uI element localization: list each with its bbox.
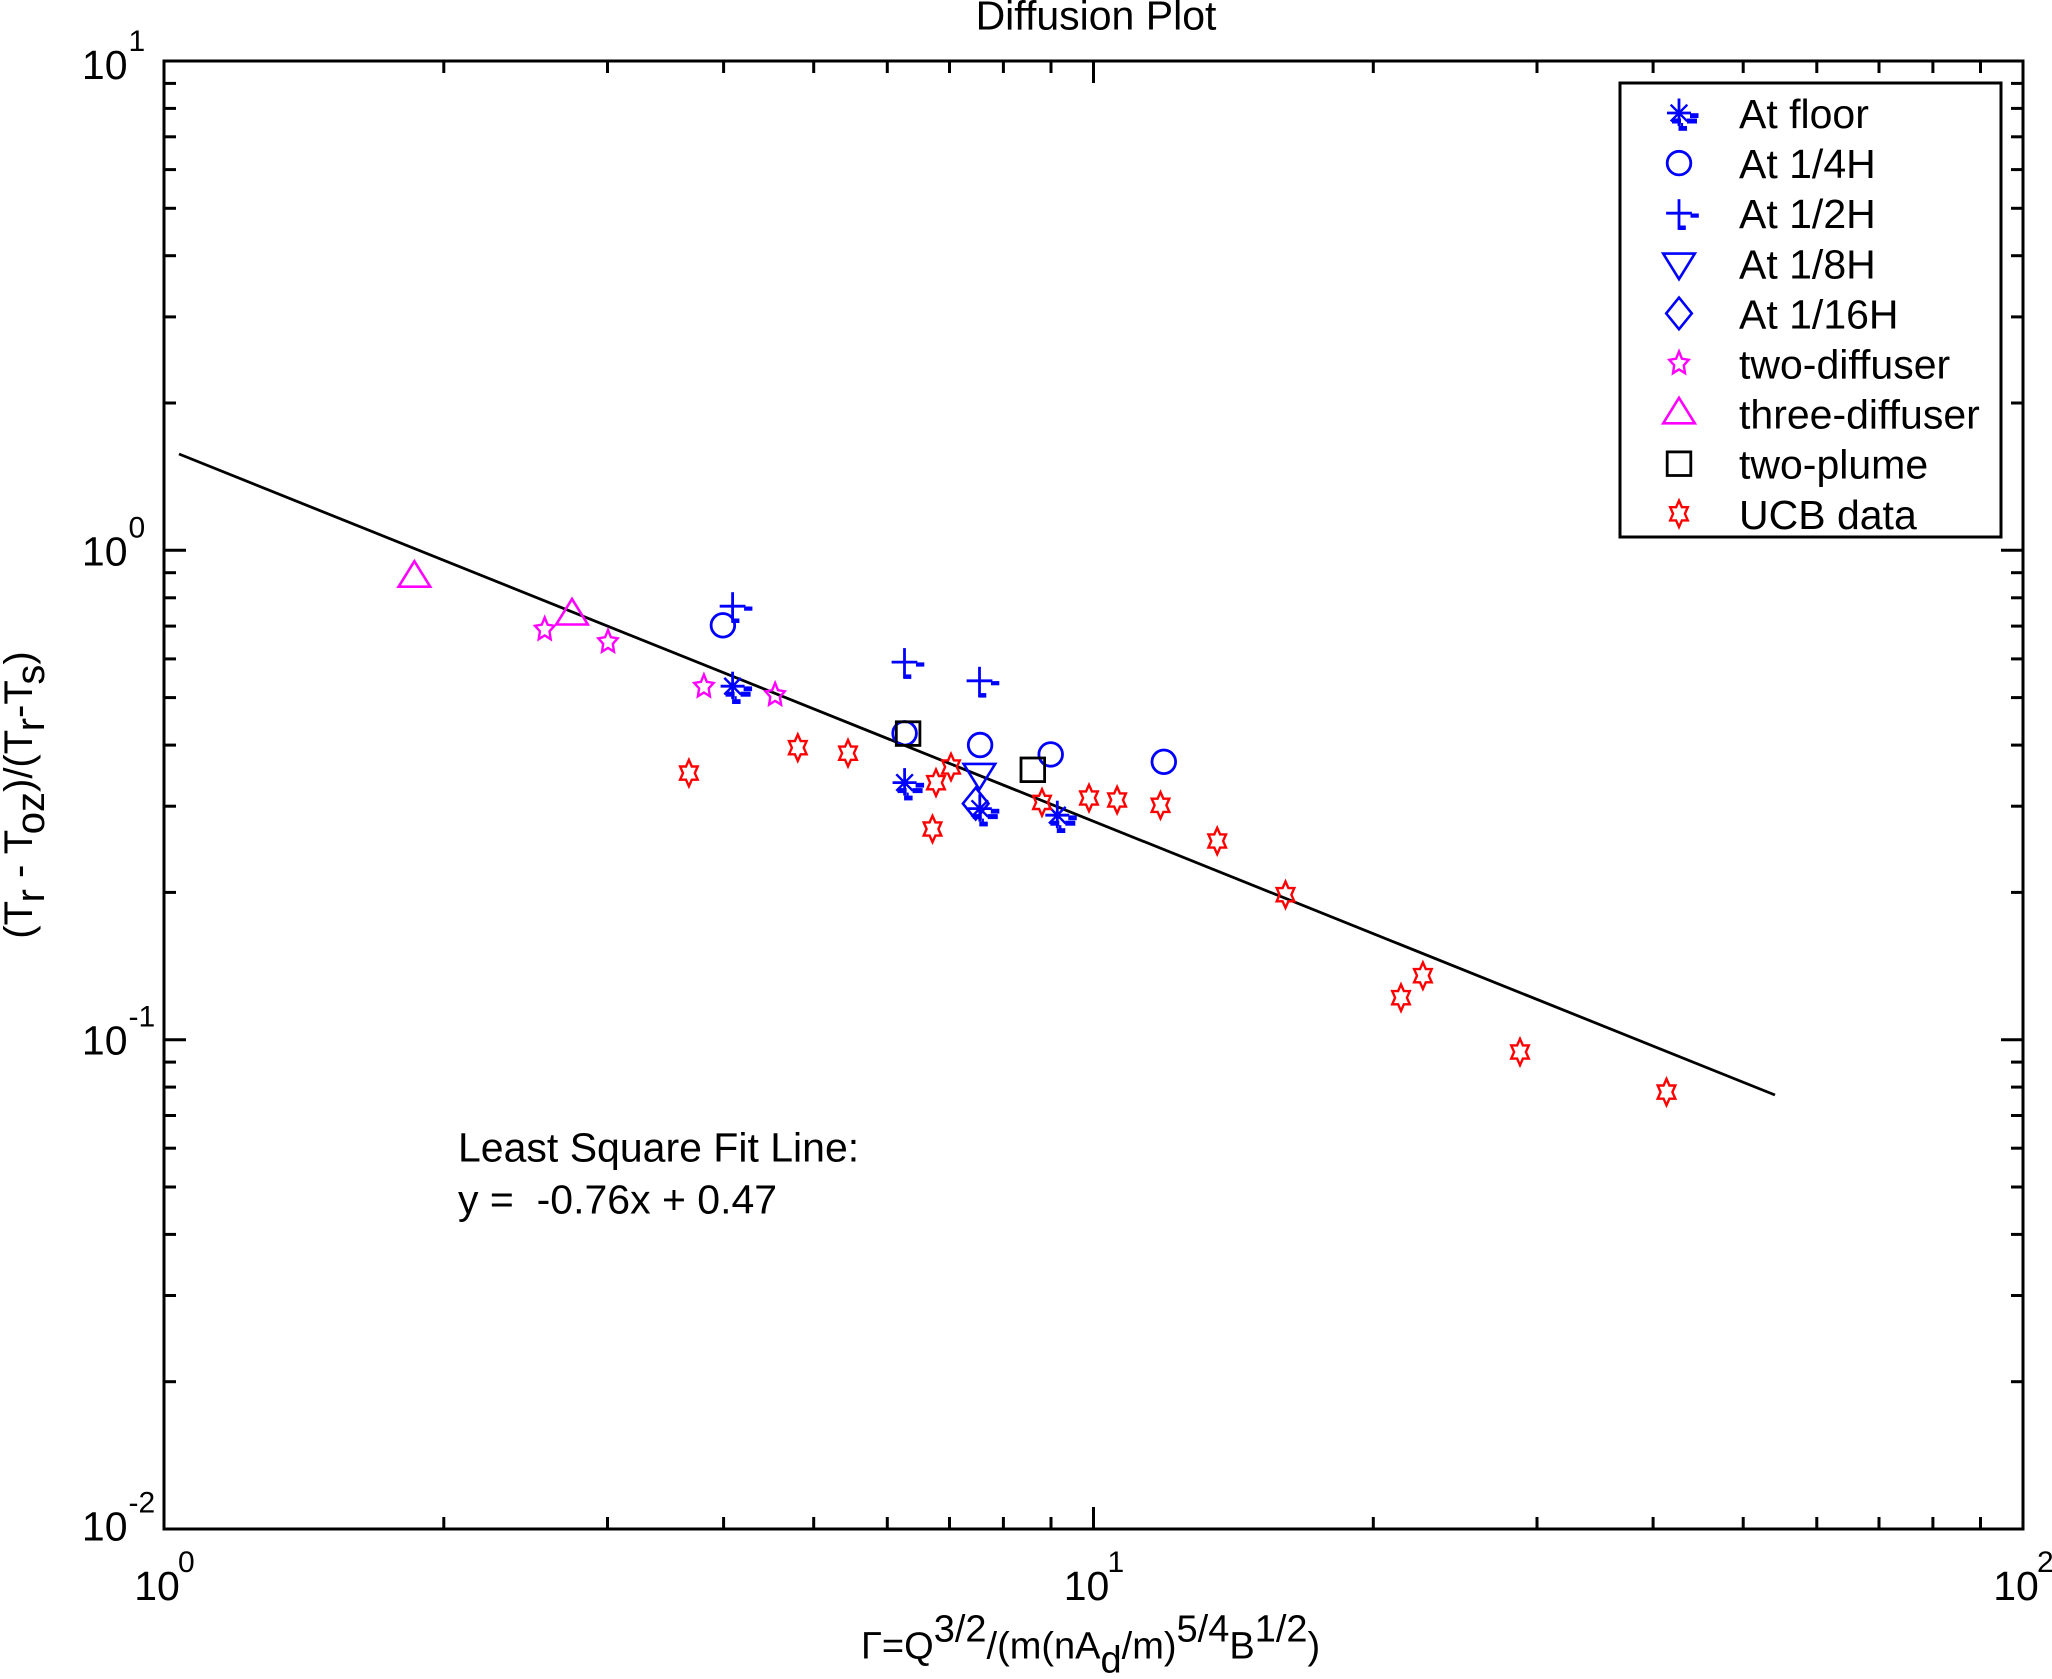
svg-text:At 1/16H: At 1/16H xyxy=(1739,291,1899,337)
svg-text:Least Square Fit Line:: Least Square Fit Line: xyxy=(458,1125,859,1171)
svg-text:10: 10 xyxy=(82,1503,128,1549)
svg-text:10: 10 xyxy=(134,1563,180,1609)
svg-text:2: 2 xyxy=(2037,1546,2052,1579)
svg-text:(Tr - Toz)/(Tr-Ts): (Tr - Toz)/(Tr-Ts) xyxy=(0,651,53,938)
svg-text:At floor: At floor xyxy=(1739,91,1869,137)
svg-text:three-diffuser: three-diffuser xyxy=(1739,392,1980,438)
svg-text:10: 10 xyxy=(82,42,128,88)
svg-text:0: 0 xyxy=(129,511,146,544)
svg-text:Diffusion Plot: Diffusion Plot xyxy=(976,0,1217,39)
svg-text:Γ=Q3/2/(m(nAd/m)5/4B1/2): Γ=Q3/2/(m(nAd/m)5/4B1/2) xyxy=(861,1609,1320,1679)
svg-text:y = -0.76x + 0.47: y = -0.76x + 0.47 xyxy=(458,1177,777,1223)
svg-text:10: 10 xyxy=(1993,1563,2039,1609)
svg-text:10: 10 xyxy=(82,1018,128,1064)
svg-text:-1: -1 xyxy=(129,1001,156,1034)
svg-text:UCB data: UCB data xyxy=(1739,492,1917,538)
svg-text:-2: -2 xyxy=(129,1486,156,1519)
svg-text:At 1/2H: At 1/2H xyxy=(1739,191,1876,237)
svg-text:At 1/8H: At 1/8H xyxy=(1739,241,1876,287)
svg-text:10: 10 xyxy=(82,528,128,574)
svg-text:1: 1 xyxy=(129,25,146,58)
svg-text:0: 0 xyxy=(178,1546,195,1579)
svg-text:two-plume: two-plume xyxy=(1739,442,1928,488)
svg-text:1: 1 xyxy=(1108,1546,1125,1579)
svg-text:10: 10 xyxy=(1064,1563,1110,1609)
svg-text:At 1/4H: At 1/4H xyxy=(1739,141,1876,187)
svg-text:two-diffuser: two-diffuser xyxy=(1739,342,1950,388)
